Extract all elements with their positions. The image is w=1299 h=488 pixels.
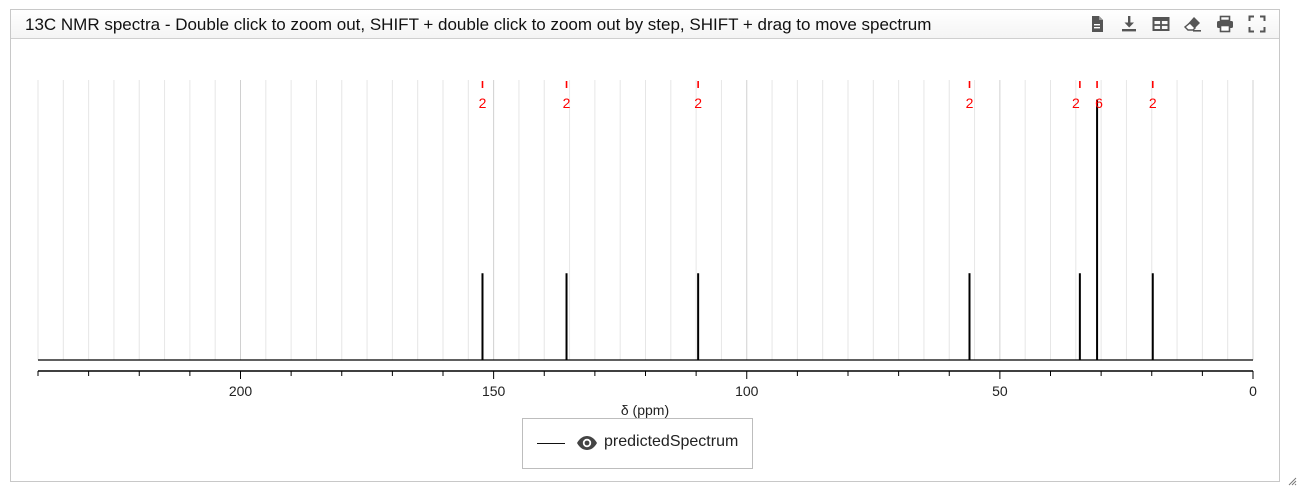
fullscreen-icon[interactable]	[1245, 13, 1269, 35]
legend-line-swatch	[537, 443, 565, 444]
peak-integration-label: 2	[966, 95, 974, 111]
peak-integration-label: 2	[1072, 95, 1080, 111]
x-tick-label: 200	[229, 383, 253, 399]
x-tick-label: 150	[482, 383, 506, 399]
peak-integration-label: 2	[1149, 95, 1157, 111]
peak-integration-label: 2	[563, 95, 571, 111]
x-tick-label: 100	[735, 383, 759, 399]
print-icon[interactable]	[1213, 13, 1237, 35]
spectrum-peaks	[481, 99, 1154, 360]
peak-integration-label: 2	[479, 95, 487, 111]
eraser-icon[interactable]	[1181, 13, 1205, 35]
resize-handle-icon[interactable]	[1287, 476, 1297, 486]
peak-integration-label: 6	[1095, 95, 1103, 111]
x-tick-label: 50	[992, 383, 1008, 399]
download-icon[interactable]	[1117, 13, 1141, 35]
legend: predictedSpectrum	[522, 418, 753, 469]
eye-icon[interactable]	[576, 433, 598, 453]
toolbar	[1085, 13, 1269, 35]
panel-header: 13C NMR spectra - Double click to zoom o…	[11, 10, 1279, 39]
chart-title: 13C NMR spectra - Double click to zoom o…	[25, 15, 932, 34]
x-axis-title: δ (ppm)	[621, 402, 669, 418]
grid-lines	[37, 80, 1254, 360]
x-axis-ticks: 200 150 100 50 0	[37, 371, 1257, 399]
peak-integration-label: 2	[694, 95, 702, 111]
legend-label[interactable]: predictedSpectrum	[604, 433, 739, 450]
x-tick-label: 0	[1249, 383, 1257, 399]
export-document-icon[interactable]	[1085, 13, 1109, 35]
table-icon[interactable]	[1149, 13, 1173, 35]
